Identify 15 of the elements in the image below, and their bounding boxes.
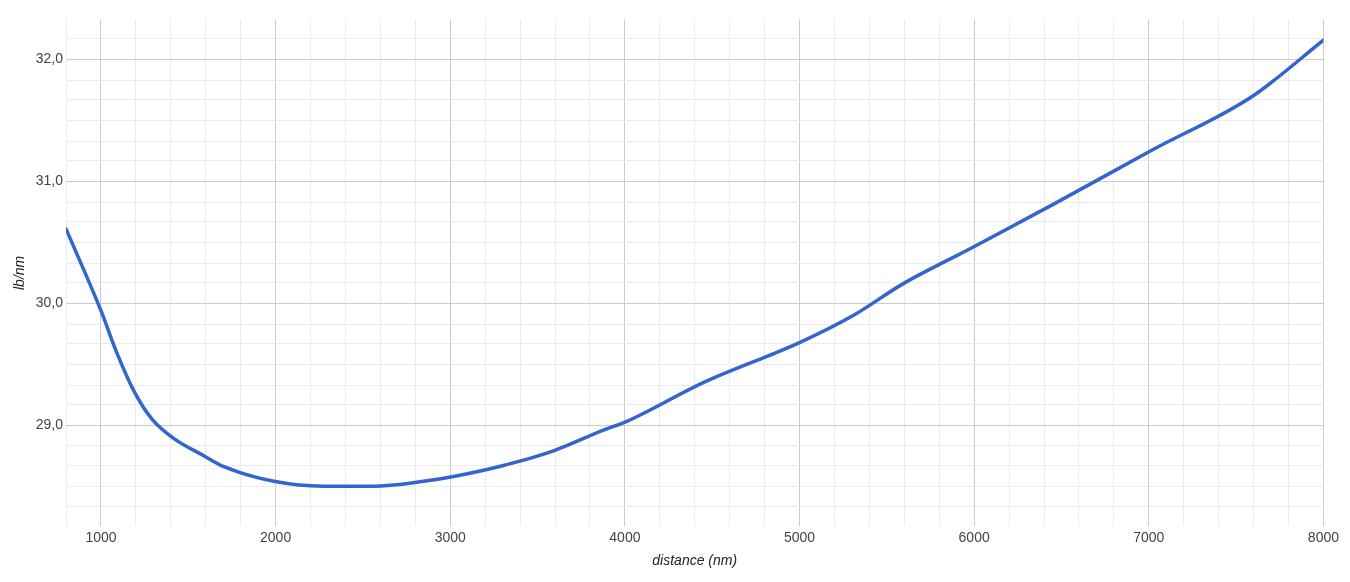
y-axis-title: lb/nm [11, 255, 28, 291]
x-tick-label: 1000 [85, 528, 117, 545]
y-tick-label: 29,0 [35, 416, 64, 433]
y-tick-label: 31,0 [35, 172, 64, 189]
y-tick-label: 32,0 [35, 50, 64, 67]
x-tick-label: 4000 [609, 528, 641, 545]
line-series [66, 38, 1324, 488]
y-tick-label: 30,0 [35, 294, 64, 311]
x-tick-label: 3000 [434, 528, 467, 545]
x-tick-label: 5000 [783, 528, 816, 545]
x-tick-label: 2000 [260, 528, 292, 545]
x-axis-title: distance (nm) [652, 552, 738, 569]
x-tick-label: 8000 [1307, 528, 1340, 545]
x-tick-label: 7000 [1133, 528, 1165, 545]
x-tick-label: 6000 [958, 528, 990, 545]
